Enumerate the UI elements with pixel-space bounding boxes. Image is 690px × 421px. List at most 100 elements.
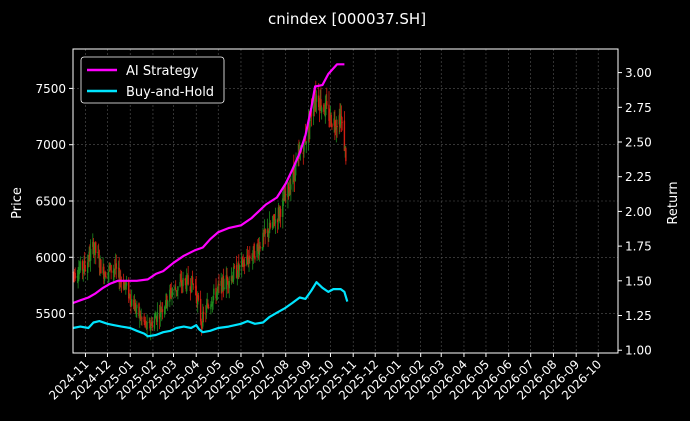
candle-body bbox=[123, 283, 126, 290]
candle-body bbox=[207, 303, 209, 307]
candle-body bbox=[124, 281, 126, 286]
candle-body bbox=[144, 322, 147, 323]
candle-body bbox=[206, 303, 208, 308]
candle-body bbox=[155, 317, 157, 318]
candle-body bbox=[88, 251, 90, 263]
candle-body bbox=[228, 280, 230, 289]
candle-body bbox=[334, 120, 336, 128]
candle-body bbox=[285, 193, 287, 196]
candle-body bbox=[282, 198, 284, 217]
candle-body bbox=[92, 241, 95, 254]
y-tick-label-right: 1.25 bbox=[625, 309, 652, 323]
y-tick-label-right: 3.00 bbox=[625, 66, 652, 80]
candle-body bbox=[313, 105, 316, 106]
candle-body bbox=[277, 207, 280, 221]
candle-body bbox=[253, 243, 255, 258]
candle-body bbox=[81, 261, 84, 271]
y-tick-label-right: 2.75 bbox=[625, 101, 652, 115]
y-axis-label-right: Return bbox=[666, 181, 681, 224]
candle-body bbox=[194, 286, 197, 288]
candle-body bbox=[225, 275, 228, 290]
series-line-ai-strategy bbox=[72, 63, 345, 305]
candle-body bbox=[181, 283, 183, 285]
candle-body bbox=[150, 327, 152, 331]
candle-body bbox=[189, 286, 192, 292]
candle-body bbox=[83, 260, 85, 272]
candle-body bbox=[302, 152, 305, 154]
left-price-axis: 5500 6000 6500 7000 7500 bbox=[35, 82, 73, 321]
candle-body bbox=[97, 253, 100, 256]
candle-body bbox=[267, 229, 269, 237]
candle-body bbox=[232, 266, 235, 280]
candle-body bbox=[175, 290, 178, 292]
candle-body bbox=[216, 288, 219, 292]
candle-body bbox=[108, 266, 110, 272]
candle-body bbox=[205, 305, 208, 313]
candle-body bbox=[326, 101, 328, 106]
candle-body bbox=[340, 115, 342, 125]
candle-body bbox=[273, 214, 275, 221]
candle-body bbox=[323, 104, 325, 112]
candle-body bbox=[258, 244, 261, 256]
candle-body bbox=[217, 284, 219, 288]
candle-body bbox=[179, 282, 181, 287]
candle-body bbox=[125, 282, 128, 286]
candle-body bbox=[93, 249, 95, 256]
candle-body bbox=[263, 232, 265, 236]
candle-body bbox=[324, 102, 327, 117]
candle-body bbox=[77, 277, 79, 279]
candle-body bbox=[133, 303, 136, 311]
candle-body bbox=[211, 302, 214, 307]
candle-body bbox=[271, 222, 274, 228]
candle-body bbox=[221, 277, 224, 292]
candle-body bbox=[149, 320, 151, 329]
candle-body bbox=[174, 286, 176, 291]
candle-body bbox=[314, 96, 316, 108]
candle-body bbox=[171, 293, 173, 296]
y-axis-label-left: Price bbox=[10, 187, 25, 219]
candle-body bbox=[103, 266, 105, 279]
candle-body bbox=[304, 136, 307, 143]
candle-body bbox=[290, 184, 292, 190]
candle-body bbox=[223, 287, 225, 290]
candle-body bbox=[276, 219, 279, 222]
candle-body bbox=[202, 312, 205, 314]
candle-body bbox=[109, 263, 112, 270]
return-lines bbox=[72, 63, 349, 338]
candle-body bbox=[264, 228, 266, 234]
candle-body bbox=[185, 275, 188, 292]
candle-body bbox=[343, 120, 346, 151]
candle-body bbox=[293, 166, 295, 175]
candle-body bbox=[129, 294, 131, 301]
y-tick-label-left: 6000 bbox=[35, 251, 66, 265]
chart-title: cnindex [000037.SH] bbox=[268, 10, 426, 28]
candle-body bbox=[128, 280, 130, 299]
candle-body bbox=[222, 275, 225, 288]
candle-body bbox=[227, 278, 229, 285]
candle-body bbox=[238, 265, 241, 270]
candle-body bbox=[84, 270, 87, 271]
candle-body bbox=[160, 308, 162, 312]
candle-body bbox=[177, 286, 179, 291]
candle-body bbox=[89, 249, 92, 261]
candle-body bbox=[84, 260, 86, 269]
legend-label-buy-and-hold: Buy-and-Hold bbox=[126, 85, 214, 100]
candle-body bbox=[246, 256, 248, 265]
candle-body bbox=[323, 114, 326, 115]
candle-body bbox=[257, 246, 260, 255]
candle-body bbox=[251, 258, 253, 260]
candle-body bbox=[150, 322, 153, 326]
candle-body bbox=[230, 275, 233, 281]
candle-body bbox=[328, 104, 330, 121]
candle-body bbox=[325, 102, 327, 105]
candle-body bbox=[122, 281, 125, 289]
candle-body bbox=[166, 300, 169, 307]
candle-body bbox=[118, 267, 120, 284]
legend-label-ai-strategy: AI Strategy bbox=[126, 64, 199, 79]
candle-body bbox=[78, 270, 80, 280]
candle-body bbox=[73, 272, 76, 274]
candle-body bbox=[138, 303, 140, 317]
candle-body bbox=[272, 216, 274, 222]
candle-body bbox=[130, 299, 133, 306]
candle-body bbox=[180, 279, 182, 281]
